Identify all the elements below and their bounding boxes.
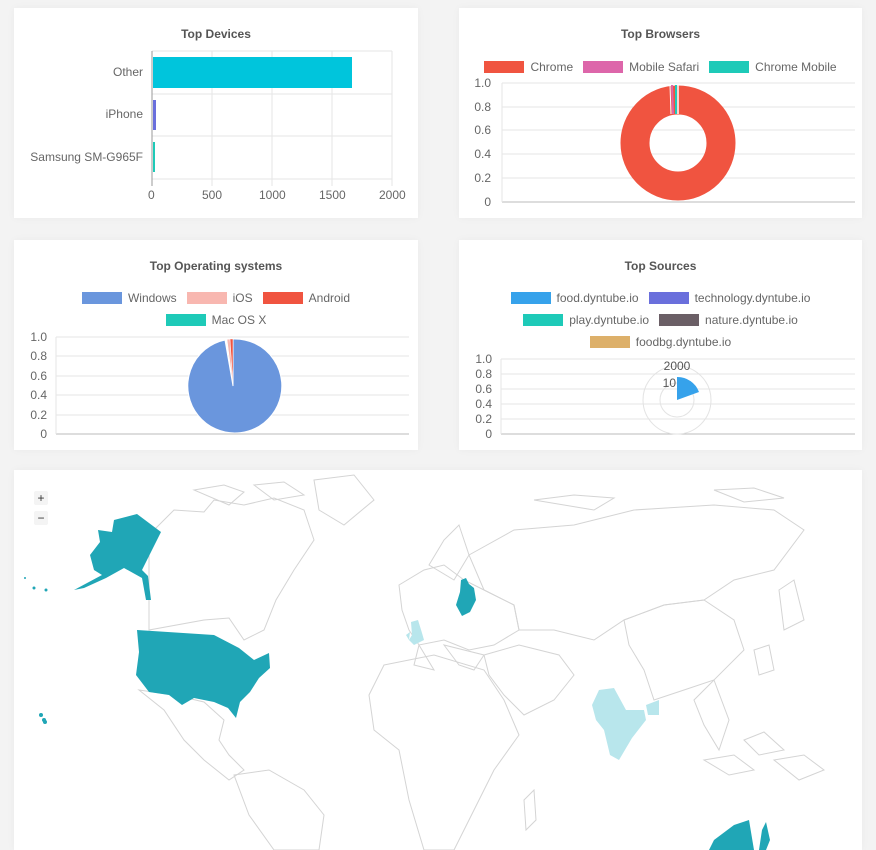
- africa: [368, 654, 520, 850]
- svg-text:0.4: 0.4: [474, 147, 491, 161]
- x-tick-500: 500: [202, 188, 223, 202]
- country-canada: [148, 497, 315, 641]
- country-usa: [136, 630, 270, 718]
- legend-item-chrome-mobile[interactable]: Chrome Mobile: [709, 60, 837, 74]
- svg-text:0.8: 0.8: [475, 367, 492, 381]
- legend-item-chrome[interactable]: Chrome: [484, 60, 573, 74]
- world-map-card: + −: [14, 470, 862, 850]
- svg-text:0.4: 0.4: [30, 388, 47, 402]
- svg-text:0.6: 0.6: [475, 382, 492, 396]
- legend-item-food[interactable]: food.dyntube.io: [510, 291, 639, 305]
- legend-item-play[interactable]: play.dyntube.io: [523, 313, 649, 327]
- x-tick-1500: 1500: [319, 188, 346, 202]
- country-australia: [709, 820, 770, 850]
- top-devices-card: Top Devices Other iPhone Samsung SM-G965…: [14, 8, 418, 218]
- card-title: Top Sources: [624, 259, 697, 273]
- top-sources-card: Top Sources food.dyntube.io technology.d…: [459, 240, 862, 450]
- country-mexico: [137, 689, 245, 781]
- legend-item-windows[interactable]: Windows: [81, 291, 177, 305]
- svg-text:0: 0: [484, 195, 491, 209]
- country-uk: [406, 620, 424, 645]
- x-tick-1000: 1000: [259, 188, 286, 202]
- browsers-doughnut-chart: 1.0 0.8 0.6 0.4 0.2 0: [474, 76, 855, 209]
- svg-text:0.2: 0.2: [30, 408, 47, 422]
- legend-item-android[interactable]: Android: [262, 291, 350, 305]
- svg-text:0.8: 0.8: [30, 349, 47, 363]
- svg-text:1.0: 1.0: [30, 330, 47, 344]
- svg-text:0.2: 0.2: [474, 171, 491, 185]
- svg-text:0.2: 0.2: [475, 412, 492, 426]
- map-zoom-in-button[interactable]: +: [34, 491, 48, 505]
- bar-other: [153, 57, 352, 88]
- legend-item-nature[interactable]: nature.dyntube.io: [659, 313, 798, 327]
- x-tick-0: 0: [148, 188, 155, 202]
- y-label-other: Other: [112, 65, 143, 79]
- south-america: [233, 769, 325, 850]
- card-title: Top Devices: [181, 27, 251, 41]
- radial-tick-2000: 2000: [664, 359, 691, 373]
- card-title: Top Operating systems: [149, 259, 283, 273]
- legend-item-foodbg[interactable]: foodbg.dyntube.io: [589, 335, 731, 349]
- os-pie-chart: 1.0 0.8 0.6 0.4 0.2 0: [30, 330, 409, 441]
- legend-item-ios[interactable]: iOS: [186, 291, 253, 305]
- svg-text:1.0: 1.0: [475, 352, 492, 366]
- svg-text:0: 0: [40, 427, 47, 441]
- legend-item-mobile-safari[interactable]: Mobile Safari: [583, 60, 699, 74]
- europe: [398, 564, 520, 651]
- bar-iphone: [153, 100, 156, 130]
- legend-item-macos[interactable]: Mac OS X: [165, 313, 266, 327]
- sources-legend: food.dyntube.io technology.dyntube.io pl…: [459, 287, 862, 353]
- svg-text:0.6: 0.6: [30, 369, 47, 383]
- country-finland: [456, 578, 476, 616]
- asia: [468, 504, 805, 641]
- top-os-card: Top Operating systems Windows iOS Androi…: [14, 240, 418, 450]
- country-india: [592, 688, 659, 760]
- y-label-samsung: Samsung SM-G965F: [30, 150, 143, 164]
- svg-text:0: 0: [485, 427, 492, 441]
- svg-text:1.0: 1.0: [474, 76, 491, 90]
- card-title: Top Browsers: [620, 27, 701, 41]
- browsers-legend: Chrome Mobile Safari Chrome Mobile: [459, 56, 862, 78]
- sources-polar-area-chart: 1.00.80.60.40.20 2000 10: [475, 352, 855, 441]
- y-label-iphone: iPhone: [105, 107, 143, 121]
- map-zoom-out-button[interactable]: −: [34, 511, 48, 525]
- legend-item-technology[interactable]: technology.dyntube.io: [648, 291, 810, 305]
- devices-bar-chart: [151, 50, 393, 186]
- top-browsers-card: Top Browsers Chrome Mobile Safari Chrome…: [459, 8, 862, 218]
- radial-tick-10: 10: [663, 376, 677, 390]
- svg-text:0.8: 0.8: [474, 100, 491, 114]
- svg-text:0.4: 0.4: [475, 397, 492, 411]
- bar-samsung: [153, 142, 155, 172]
- world-map[interactable]: [14, 470, 862, 850]
- svg-text:0.6: 0.6: [474, 123, 491, 137]
- os-legend: Windows iOS Android Mac OS X: [14, 287, 418, 331]
- country-alaska: [74, 514, 161, 600]
- x-tick-2000: 2000: [379, 188, 406, 202]
